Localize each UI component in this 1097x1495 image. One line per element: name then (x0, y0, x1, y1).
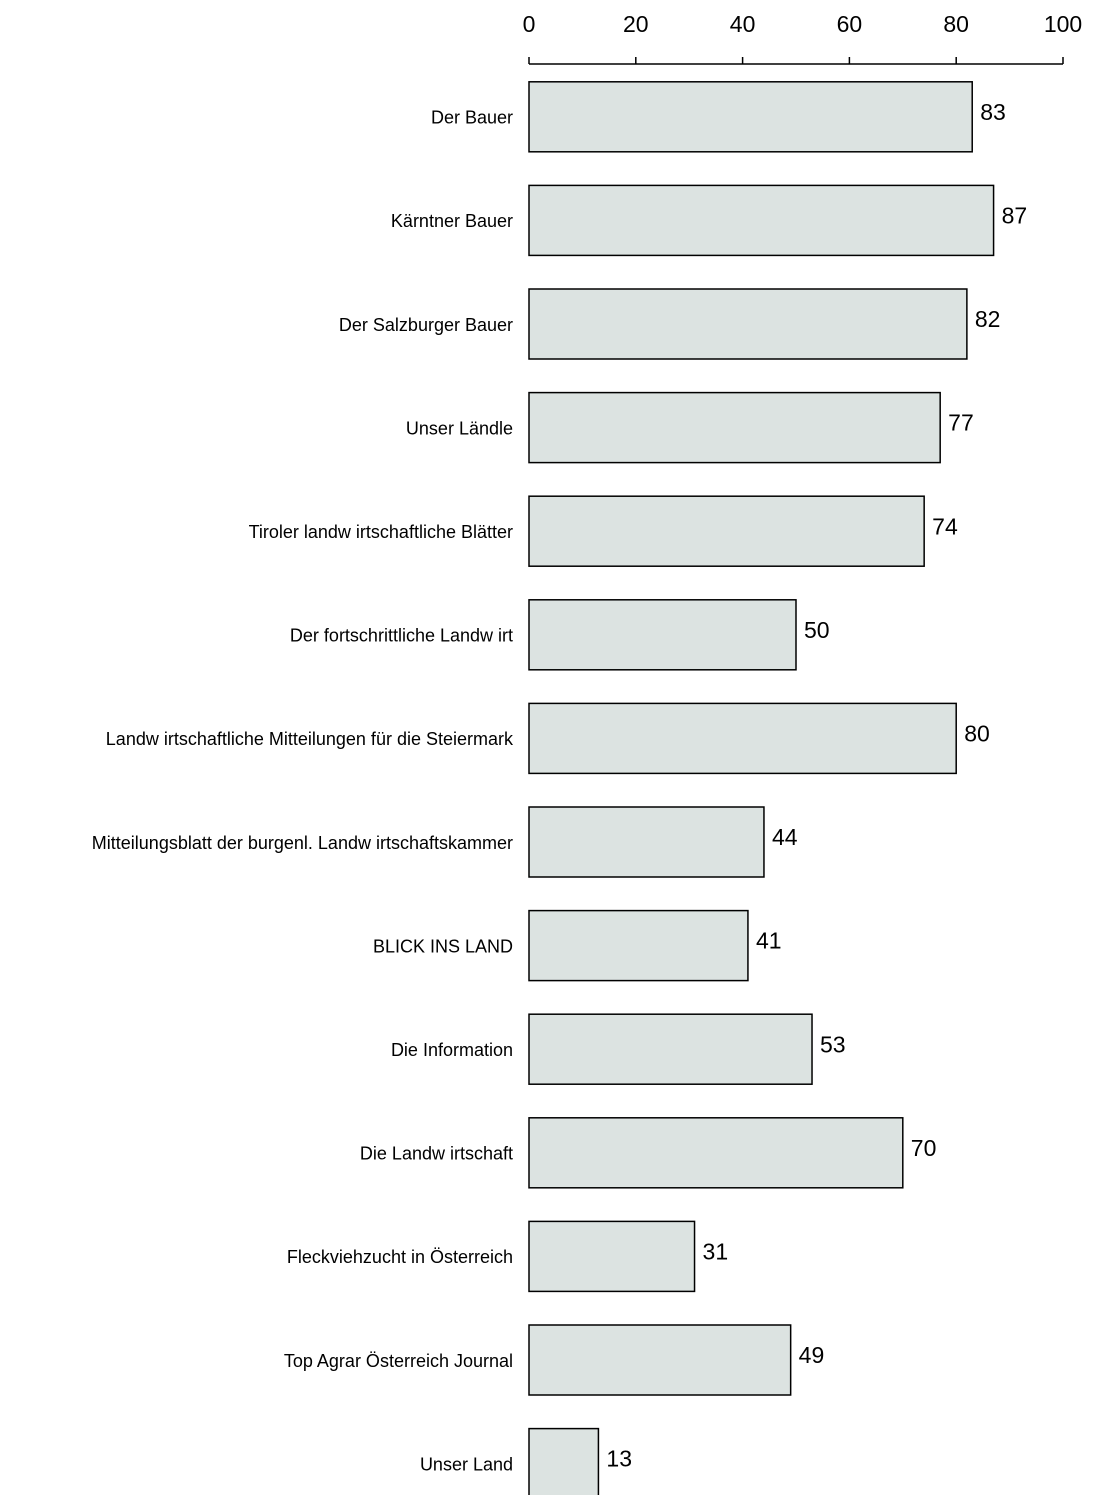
y-tick-label: Die Landw irtschaft (360, 1144, 513, 1164)
value-label: 41 (756, 928, 782, 954)
x-tick-label: 60 (837, 11, 863, 37)
bar (528, 1117, 904, 1189)
y-tick-label: Top Agrar Österreich Journal (284, 1351, 513, 1371)
y-tick-label: Mitteilungsblatt der burgenl. Landw irts… (92, 833, 513, 853)
x-tick-label: 0 (523, 11, 536, 37)
x-tick-label: 20 (623, 11, 649, 37)
y-tick-label: BLICK INS LAND (373, 936, 513, 956)
value-label: 50 (804, 617, 830, 643)
x-tick-label: 40 (730, 11, 756, 37)
y-tick-label: Der fortschrittliche Landw irt (290, 626, 513, 646)
y-tick-label: Der Salzburger Bauer (339, 315, 513, 335)
bar (528, 702, 957, 775)
bar (528, 391, 941, 464)
value-label: 83 (980, 99, 1006, 125)
x-tick-label: 100 (1044, 11, 1082, 37)
value-label: 49 (799, 1342, 825, 1368)
value-label: 82 (975, 306, 1001, 332)
value-label: 87 (1002, 202, 1028, 228)
value-label: 77 (948, 410, 974, 436)
bar (528, 806, 765, 878)
bar (528, 909, 749, 982)
bar (528, 495, 925, 567)
y-tick-label: Kärntner Bauer (391, 211, 513, 231)
value-label: 31 (703, 1238, 729, 1264)
bar (528, 1324, 792, 1396)
value-label: 53 (820, 1031, 846, 1057)
bar (528, 288, 968, 360)
y-tick-label: Landw irtschaftliche Mitteilungen für di… (106, 729, 514, 749)
y-tick-label: Der Bauer (431, 108, 513, 128)
y-tick-label: Unser Land (420, 1454, 513, 1474)
bar (528, 599, 797, 671)
bar (528, 1220, 696, 1293)
value-label: 70 (911, 1135, 937, 1161)
value-label: 13 (606, 1446, 632, 1472)
value-label: 44 (772, 824, 798, 850)
x-tick-label: 80 (943, 11, 969, 37)
y-tick-label: Fleckviehzucht in Österreich (287, 1247, 513, 1267)
y-tick-label: Tiroler landw irtschaftliche Blätter (249, 522, 513, 542)
bar (528, 81, 973, 153)
value-label: 80 (964, 720, 990, 746)
bar (528, 1013, 813, 1085)
bar (528, 184, 995, 257)
y-tick-label: Die Information (391, 1040, 513, 1060)
value-label: 74 (932, 513, 958, 539)
y-tick-label: Unser Ländle (406, 418, 513, 438)
bar (528, 1427, 600, 1495)
